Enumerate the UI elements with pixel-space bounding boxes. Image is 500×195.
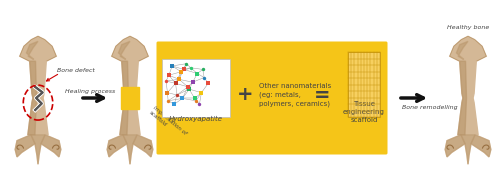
Point — [186, 66, 194, 69]
Polygon shape — [445, 135, 465, 157]
Polygon shape — [471, 135, 491, 157]
FancyBboxPatch shape — [156, 42, 388, 154]
Polygon shape — [107, 135, 127, 157]
Point — [198, 91, 205, 94]
Text: Implantation of
scaffold: Implantation of scaffold — [148, 105, 188, 141]
FancyBboxPatch shape — [162, 59, 230, 117]
Polygon shape — [445, 135, 465, 157]
Polygon shape — [471, 135, 491, 157]
Point — [164, 91, 172, 94]
Polygon shape — [15, 135, 35, 157]
Point — [172, 82, 179, 85]
Text: Bone defect: Bone defect — [57, 67, 95, 73]
Text: Other nanomaterials
(eg: metals,
polymers, ceramics): Other nanomaterials (eg: metals, polymer… — [259, 83, 331, 107]
Polygon shape — [133, 135, 153, 157]
Polygon shape — [112, 36, 148, 61]
Point — [168, 64, 176, 67]
Point — [194, 72, 202, 75]
Point — [177, 70, 185, 73]
Text: Healing process: Healing process — [65, 90, 115, 95]
Polygon shape — [20, 36, 56, 61]
Polygon shape — [118, 41, 130, 59]
Text: +: + — [237, 85, 254, 105]
Point — [164, 99, 172, 102]
Text: =: = — [314, 85, 330, 105]
Point — [173, 93, 181, 97]
Polygon shape — [123, 135, 137, 164]
Polygon shape — [120, 61, 140, 135]
Polygon shape — [133, 135, 153, 157]
Text: Healthy bone: Healthy bone — [447, 25, 489, 29]
Point — [185, 88, 193, 91]
FancyBboxPatch shape — [348, 52, 380, 117]
Polygon shape — [458, 61, 466, 135]
Point — [182, 62, 190, 65]
Polygon shape — [123, 135, 137, 164]
Point — [190, 97, 198, 100]
Point — [165, 74, 173, 77]
Point — [199, 68, 207, 71]
Point — [192, 99, 200, 102]
Text: Tissue
engineering
scaffold: Tissue engineering scaffold — [343, 101, 385, 123]
Point — [175, 78, 183, 81]
Point — [162, 80, 170, 83]
Polygon shape — [28, 61, 48, 135]
Polygon shape — [26, 41, 38, 59]
Text: Bone remodelling: Bone remodelling — [402, 105, 458, 111]
Polygon shape — [458, 61, 478, 135]
Polygon shape — [41, 135, 61, 157]
Point — [178, 97, 186, 100]
Polygon shape — [31, 135, 45, 164]
Point — [200, 76, 208, 79]
Polygon shape — [456, 41, 468, 59]
Polygon shape — [107, 135, 127, 157]
Bar — [121, 87, 139, 109]
Polygon shape — [450, 36, 486, 61]
Polygon shape — [41, 135, 61, 157]
Polygon shape — [28, 61, 36, 135]
Point — [204, 82, 212, 85]
Polygon shape — [461, 135, 475, 164]
Point — [184, 85, 192, 88]
Text: Hydroxyapatite: Hydroxyapatite — [169, 116, 223, 122]
Polygon shape — [15, 135, 35, 157]
Polygon shape — [120, 61, 128, 135]
Point — [170, 103, 178, 106]
Polygon shape — [461, 135, 475, 164]
Point — [188, 81, 196, 84]
Polygon shape — [31, 135, 45, 164]
Point — [196, 103, 203, 106]
Point — [180, 68, 188, 71]
